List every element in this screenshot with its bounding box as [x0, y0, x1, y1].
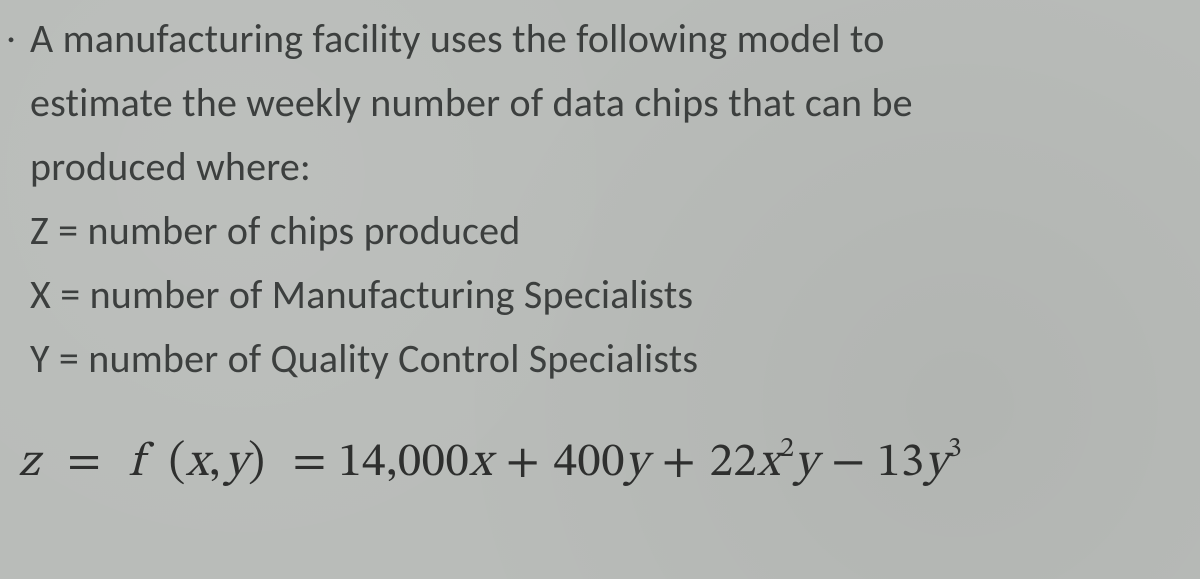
eq-exp-3: 3: [948, 435, 962, 463]
prompt-line-3: produced where:: [30, 136, 1170, 198]
eq-arg-y: y: [225, 440, 248, 487]
prompt-line-5: X = number of Manufacturing Specialists: [30, 264, 1170, 326]
eq-c2: 400: [554, 440, 625, 487]
equation: z = f (x,y) = 14,000x + 400y + 22x2y − 1…: [18, 434, 1170, 493]
eq-equals-2: =: [292, 440, 326, 487]
eq-z: z: [18, 440, 40, 487]
eq-v2: y: [625, 440, 648, 487]
problem-text: A manufacturing facility uses the follow…: [30, 8, 1170, 390]
prompt-line-2: estimate the weekly number of data chips…: [30, 72, 1170, 134]
eq-c3: 22: [710, 440, 758, 487]
eq-arg-x: x: [186, 440, 209, 487]
eq-v4: y: [925, 440, 948, 487]
eq-plus-1: +: [506, 440, 540, 487]
eq-v3a: x: [757, 440, 780, 487]
eq-f: f: [129, 440, 144, 487]
list-number-dot: .: [6, 4, 16, 53]
eq-v1: x: [469, 440, 492, 487]
eq-exp-2: 2: [780, 435, 794, 463]
prompt-line-4: Z = number of chips produced: [30, 200, 1170, 262]
prompt-line-6: Y = number of Quality Control Specialist…: [30, 328, 1170, 390]
eq-lparen: (: [169, 440, 186, 487]
eq-comma: ,: [209, 440, 221, 487]
eq-v3b: y: [795, 440, 818, 487]
eq-plus-2: +: [662, 440, 696, 487]
eq-rparen: ): [248, 440, 265, 487]
eq-minus: −: [831, 440, 865, 487]
prompt-line-1: A manufacturing facility uses the follow…: [30, 8, 1170, 70]
eq-c4: 13: [877, 440, 925, 487]
eq-c1: 14,000: [338, 440, 469, 487]
eq-equals-1: =: [67, 440, 101, 487]
